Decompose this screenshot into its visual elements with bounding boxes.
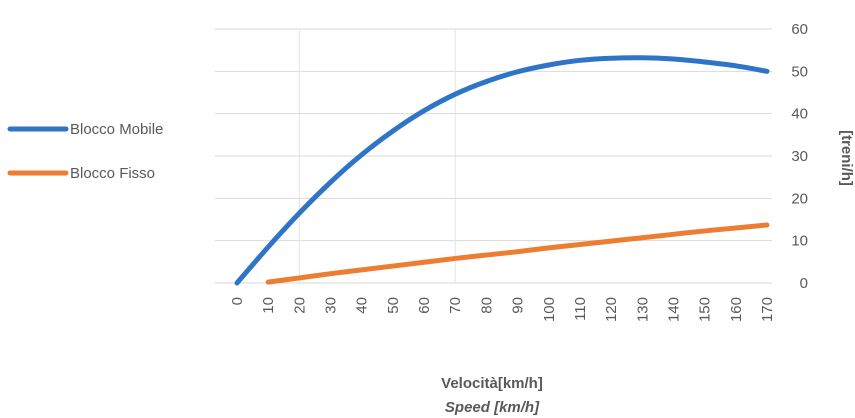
y-tick-label: 50 [791,63,808,80]
y-tick-label: 10 [791,233,808,250]
y-tick-label: 0 [800,275,808,292]
x-tick-label: 150 [697,297,714,322]
x-tick-label: 100 [541,297,558,322]
gridlines [215,28,772,284]
legend-label-blocco-fisso: Blocco Fisso [70,165,155,182]
y-tick-label: 30 [791,148,808,165]
x-tick-label: 70 [447,297,464,314]
y-axis-title: [treni/h] [838,130,855,186]
x-tick-label: 40 [354,297,371,314]
x-tick-label: 20 [291,297,308,314]
x-tick-label: 130 [634,297,651,322]
x-tick-label: 30 [323,297,340,314]
x-axis-tick-labels: 0 10 20 30 40 50 60 70 80 90 100 110 120 130 140 150 160… [229,297,776,322]
x-tick-label: 60 [416,297,433,314]
y-tick-label: 60 [791,21,808,38]
y-tick-label: 40 [791,106,808,123]
series-line-blocco-fisso [265,222,770,285]
x-tick-label: 80 [478,297,495,314]
x-tick-label: 110 [572,297,589,321]
legend-label-blocco-mobile: Blocco Mobile [70,121,163,138]
legend: Blocco Mobile Blocco Fisso [7,121,163,182]
y-axis-tick-labels: 0 10 20 30 40 50 60 [791,21,808,292]
series-line-blocco-mobile [234,55,770,286]
x-tick-label: 170 [759,297,776,322]
y-tick-label: 20 [791,190,808,207]
x-axis-title-english: Speed [km/h] [445,399,540,416]
x-tick-label: 90 [510,297,527,314]
x-tick-label: 10 [260,297,277,314]
x-axis-title: Velocità[km/h] [441,375,543,392]
x-tick-label: 120 [603,297,620,322]
series-lines [234,55,770,286]
x-tick-label: 0 [229,297,246,305]
x-tick-label: 140 [665,297,682,322]
x-tick-label: 50 [385,297,402,314]
x-tick-label: 160 [728,297,745,322]
